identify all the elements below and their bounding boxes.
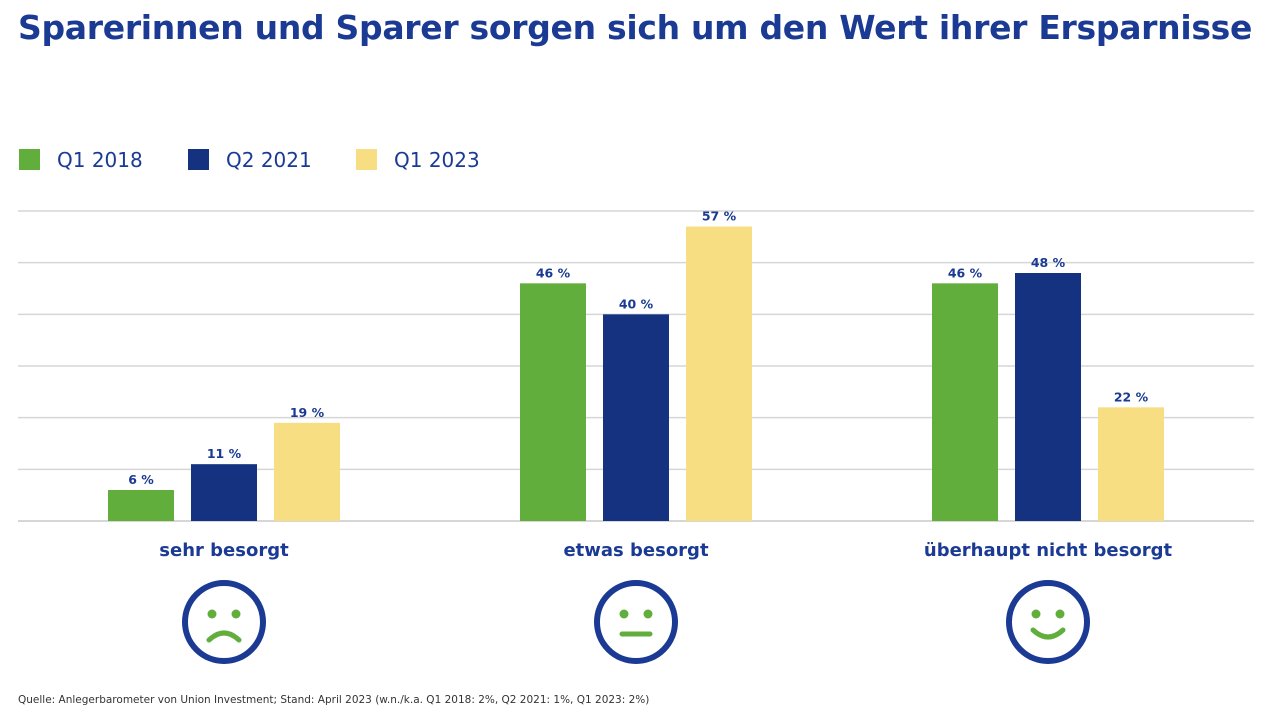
sad-face-icon [182,580,266,664]
neutral-face-icon [594,580,678,664]
category-label-etwas-besorgt: etwas besorgt [563,540,709,561]
value-label-etwas-besorgt-q2-2021: 40 % [619,296,654,311]
category-label-sehr-besorgt: sehr besorgt [159,540,289,561]
bar-sehr-besorgt-q2-2021 [191,464,257,521]
value-label-ueberhaupt-nicht-besorgt-q1-2018: 46 % [948,265,983,280]
value-label-etwas-besorgt-q1-2018: 46 % [536,265,571,280]
value-label-sehr-besorgt-q1-2018: 6 % [128,472,154,487]
bars [108,226,1164,521]
legend-label-q2-2021: Q2 2021 [226,148,312,172]
happy-face-icon [1006,580,1090,664]
bar-ueberhaupt-nicht-besorgt-q2-2021 [1015,273,1081,521]
legend-swatch-q1-2018 [19,149,40,170]
bar-ueberhaupt-nicht-besorgt-q1-2018 [932,283,998,521]
bar-sehr-besorgt-q1-2018 [108,490,174,521]
bar-chart: 6 % 46 % 46 % 11 % 40 % 48 % 19 % 57 % 22 % [18,209,1254,522]
legend-swatch-q1-2023 [356,149,377,170]
bar-sehr-besorgt-q1-2023 [274,422,340,521]
bar-etwas-besorgt-q2-2021 [603,314,669,521]
value-labels: 6 % 46 % 46 % 11 % 40 % 48 % 19 % 57 % 22 % [128,209,1148,488]
source-note: Quelle: Anlegerbarometer von Union Inves… [18,694,650,706]
value-label-etwas-besorgt-q1-2023: 57 % [702,209,737,224]
value-label-sehr-besorgt-q1-2023: 19 % [290,405,325,420]
bar-etwas-besorgt-q1-2018 [520,283,586,521]
legend-swatch-q2-2021 [188,149,209,170]
value-label-sehr-besorgt-q2-2021: 11 % [207,446,242,461]
value-label-ueberhaupt-nicht-besorgt-q1-2023: 22 % [1114,389,1149,404]
value-label-ueberhaupt-nicht-besorgt-q2-2021: 48 % [1031,255,1066,270]
category-label-ueberhaupt-nicht-besorgt: überhaupt nicht besorgt [923,540,1173,561]
legend-label-q1-2023: Q1 2023 [394,148,480,172]
legend-label-q1-2018: Q1 2018 [57,148,143,172]
chart-title: Sparerinnen und Sparer sorgen sich um de… [18,8,1253,47]
bar-ueberhaupt-nicht-besorgt-q1-2023 [1098,407,1164,521]
bar-etwas-besorgt-q1-2023 [686,226,752,521]
